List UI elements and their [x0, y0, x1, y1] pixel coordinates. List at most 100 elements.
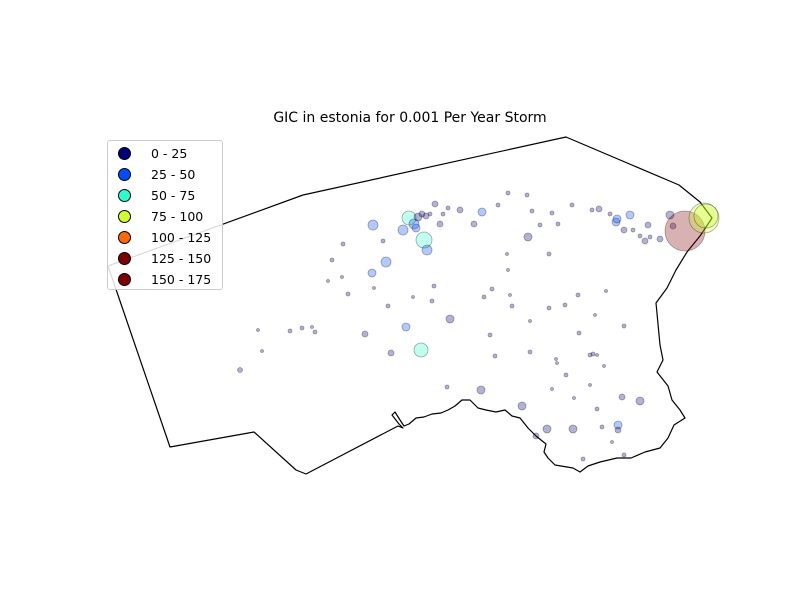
gic-point	[599, 424, 605, 430]
gic-point	[688, 202, 720, 234]
gic-point	[401, 322, 411, 332]
gic-point	[641, 237, 649, 245]
estonia-border	[107, 136, 713, 475]
gic-point	[413, 342, 429, 358]
gic-point	[413, 212, 423, 222]
gic-point	[411, 223, 421, 233]
gic-point	[411, 295, 415, 299]
gic-point	[385, 303, 391, 309]
gic-point	[621, 452, 627, 458]
gic-point	[647, 234, 653, 240]
gic-point	[595, 353, 599, 357]
gic-point	[523, 232, 533, 242]
gic-point	[620, 226, 628, 234]
gic-point	[613, 420, 623, 430]
map-title: GIC in estonia for 0.001 Per Year Storm	[273, 110, 547, 126]
gic-point	[593, 313, 597, 317]
gic-point	[431, 283, 437, 289]
gic-point	[527, 349, 533, 355]
gic-point	[431, 200, 439, 208]
legend-label: 100 - 125	[151, 230, 212, 245]
legend-item: 0 - 25	[118, 145, 222, 165]
gic-point	[546, 305, 552, 311]
gic-point	[477, 207, 487, 217]
legend-item: 25 - 50	[118, 166, 222, 186]
gic-point	[542, 424, 552, 434]
gic-point	[445, 205, 451, 211]
gic-point	[549, 210, 555, 216]
gic-point	[444, 384, 450, 390]
gic-point	[589, 207, 595, 213]
legend-swatch-icon	[118, 231, 131, 244]
gic-point	[397, 224, 409, 236]
gic-point	[237, 367, 243, 373]
gic-point	[506, 268, 510, 272]
gic-point	[665, 210, 675, 220]
gic-point	[602, 364, 606, 368]
legend-label: 75 - 100	[151, 209, 204, 224]
gic-point	[572, 396, 576, 400]
gic-point	[576, 330, 582, 336]
gic-point	[625, 210, 635, 220]
legend-swatch-icon	[118, 252, 131, 265]
gic-point	[340, 275, 344, 279]
gic-point	[611, 217, 621, 227]
gic-point	[456, 206, 464, 214]
gic-point	[481, 294, 487, 300]
gic-point	[421, 244, 433, 256]
legend-item: 150 - 175	[118, 271, 222, 291]
gic-point	[644, 221, 652, 229]
gic-point	[555, 221, 561, 227]
gic-point	[508, 293, 512, 297]
gic-point	[563, 372, 569, 378]
legend-swatch-icon	[118, 210, 131, 223]
gic-point	[509, 303, 515, 309]
legend-label: 125 - 150	[151, 251, 212, 266]
legend-swatch-icon	[118, 189, 131, 202]
gic-point	[492, 353, 498, 359]
gic-point	[635, 396, 645, 406]
gic-point	[528, 319, 532, 323]
gic-point	[310, 325, 314, 329]
gic-point	[505, 190, 511, 196]
gic-point	[621, 323, 627, 329]
gic-point	[505, 252, 509, 256]
gic-point	[610, 440, 614, 444]
gic-point	[489, 286, 495, 292]
gic-point	[387, 349, 395, 357]
gic-point	[537, 222, 543, 228]
gic-point	[408, 218, 420, 230]
legend-label: 25 - 50	[151, 167, 196, 182]
gic-point	[299, 325, 305, 331]
gic-point	[361, 330, 369, 338]
gic-point	[554, 357, 558, 361]
gic-point	[415, 231, 433, 249]
gic-point	[590, 351, 596, 357]
legend-label: 0 - 25	[151, 146, 188, 161]
gic-point	[693, 203, 719, 229]
gic-point	[656, 235, 664, 243]
gic-point	[367, 268, 377, 278]
gic-point	[669, 222, 677, 230]
legend: 0 - 25 25 - 50 50 - 75 75 - 100 100 - 12…	[107, 140, 223, 290]
gic-point	[260, 349, 264, 353]
gic-point	[329, 257, 335, 263]
gic-point	[562, 302, 568, 308]
gic-point	[380, 238, 386, 244]
legend-swatch-icon	[118, 168, 131, 181]
legend-swatch-icon	[118, 273, 131, 286]
gic-point	[637, 233, 643, 239]
gic-point	[587, 352, 593, 358]
gic-point	[422, 212, 430, 220]
legend-item: 125 - 150	[118, 250, 222, 270]
gic-point	[436, 220, 444, 228]
gic-point	[427, 211, 433, 217]
gic-point	[517, 401, 527, 411]
gic-point	[595, 205, 603, 213]
gic-point	[532, 432, 540, 440]
gic-point	[401, 210, 417, 226]
legend-label: 50 - 75	[151, 188, 196, 203]
gic-point	[495, 202, 501, 208]
gic-point	[256, 328, 260, 332]
